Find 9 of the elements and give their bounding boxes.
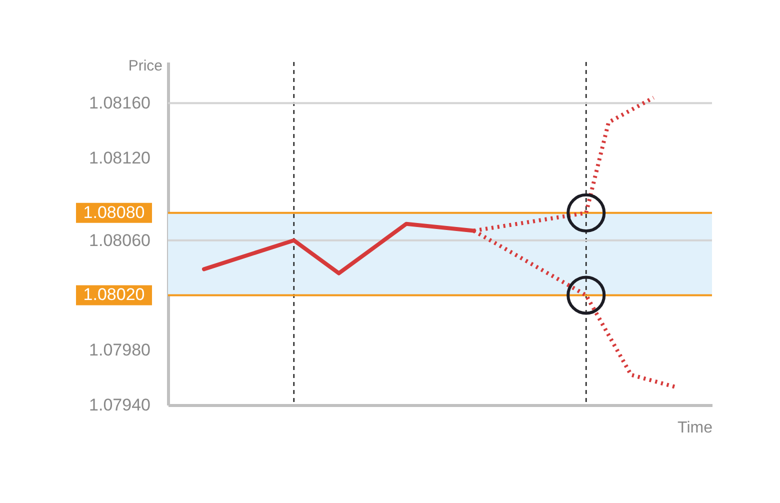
y-tick-label: 1.08060	[89, 230, 150, 250]
y-tick-label: 1.08160	[89, 94, 150, 113]
y-tick-label: 1.08120	[89, 148, 150, 168]
x-axis-title: Time	[678, 420, 713, 436]
y-tick-label: 1.07940	[89, 396, 150, 414]
y-axis-title: Price	[128, 58, 162, 74]
ref-line-label: 1.08080	[83, 202, 145, 222]
ref-line-label: 1.08020	[83, 285, 145, 304]
y-tick-label: 1.07980	[89, 340, 150, 360]
